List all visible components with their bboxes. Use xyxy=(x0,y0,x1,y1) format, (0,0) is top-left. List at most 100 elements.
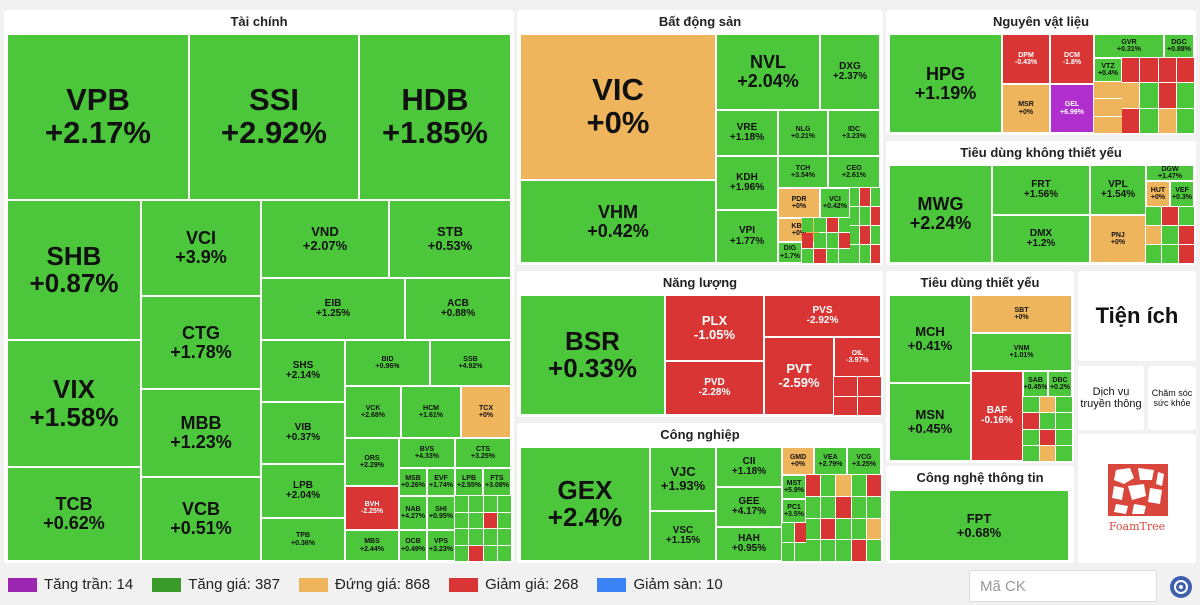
stock-tile[interactable]: VEF +0.3% xyxy=(1170,181,1194,207)
stock-tile[interactable]: CII +1.18% xyxy=(716,447,782,487)
stock-tile[interactable]: BID +0.96% xyxy=(345,340,430,386)
stock-tile[interactable]: DCM -1.8% xyxy=(1050,34,1094,84)
stock-tile[interactable]: MST +5.9% xyxy=(782,475,806,499)
utilities-panel[interactable]: Tiện ích xyxy=(1078,271,1196,361)
stock-tile[interactable]: EIB +1.25% xyxy=(261,278,405,340)
stock-search-input[interactable] xyxy=(969,570,1157,602)
stock-tile[interactable]: LPB +2.55% xyxy=(455,468,483,496)
stock-tile[interactable]: VPB +2.17% xyxy=(7,34,189,200)
stock-tile[interactable]: TCB +0.62% xyxy=(7,467,141,561)
stock-tile[interactable]: VCK +2.68% xyxy=(345,386,401,438)
stock-tile[interactable]: VNM +1.01% xyxy=(971,333,1072,371)
stock-tile[interactable]: TCH +3.54% xyxy=(778,156,828,188)
stock-tile[interactable]: VRE +1.18% xyxy=(716,110,778,156)
stock-tile[interactable]: PDR +0% xyxy=(778,188,820,218)
stock-tile[interactable]: HUT +0% xyxy=(1146,181,1170,207)
stock-tile[interactable]: SAB +0.45% xyxy=(1023,371,1048,397)
stock-tile[interactable]: PC1 +3.5% xyxy=(782,499,806,523)
stock-tile[interactable]: DXG +2.37% xyxy=(820,34,880,110)
stock-tile[interactable]: GEE +4.17% xyxy=(716,487,782,527)
stock-tile[interactable]: PVS -2.92% xyxy=(764,295,881,337)
legend-flat[interactable]: Đứng giá: 868 xyxy=(298,576,430,593)
stock-tile[interactable]: DIG +1.7% xyxy=(778,242,802,263)
stock-tile[interactable]: NLG +0.21% xyxy=(778,110,828,156)
stock-tile[interactable]: VSC +1.15% xyxy=(650,511,716,561)
stock-tile[interactable]: GMD +0% xyxy=(782,447,814,475)
legend-ceiling[interactable]: Tăng trần: 14 xyxy=(8,576,133,593)
stock-tile[interactable]: LPB +2.04% xyxy=(261,464,345,518)
stock-tile[interactable]: DGW +1.47% xyxy=(1146,165,1194,181)
stock-tile[interactable]: MBB +1.23% xyxy=(141,389,261,477)
stock-tile[interactable]: VPL +1.54% xyxy=(1090,165,1146,215)
stock-tile[interactable]: MSB +0.26% xyxy=(399,468,427,496)
stock-tile[interactable]: HAH +0.95% xyxy=(716,527,782,561)
media-services-panel[interactable]: Dịch vụ truyền thông xyxy=(1078,366,1144,430)
stock-tile[interactable]: SHI +0.95% xyxy=(427,496,455,530)
stock-tile[interactable]: GEX +2.4% xyxy=(520,447,650,561)
stock-tile[interactable]: SHS +2.14% xyxy=(261,340,345,402)
stock-tile[interactable]: VCB +0.51% xyxy=(141,477,261,561)
stock-tile[interactable]: EVF +1.74% xyxy=(427,468,455,496)
stock-tile[interactable]: PVT -2.59% xyxy=(764,337,834,415)
stock-tile[interactable]: FPT +0.68% xyxy=(889,490,1069,561)
stock-tile[interactable]: VIB +0.37% xyxy=(261,402,345,464)
stock-tile[interactable]: GEL +6.99% xyxy=(1050,84,1094,133)
stock-tile[interactable]: OCB +0.49% xyxy=(399,530,427,561)
stock-tile[interactable]: SSI +2.92% xyxy=(189,34,359,200)
stock-tile[interactable]: VIC +0% xyxy=(520,34,716,180)
stock-tile[interactable]: FRT +1.56% xyxy=(992,165,1090,215)
stock-tile[interactable]: MCH +0.41% xyxy=(889,295,971,383)
stock-tile[interactable]: PVD -2.28% xyxy=(665,361,764,415)
stock-tile[interactable]: DPM -0.43% xyxy=(1002,34,1050,84)
stock-tile[interactable]: SSB +4.92% xyxy=(430,340,511,386)
stock-tile[interactable]: MSN +0.45% xyxy=(889,383,971,461)
stock-tile[interactable]: TPB +0.36% xyxy=(261,518,345,561)
stock-tile[interactable]: HPG +1.19% xyxy=(889,34,1002,133)
stock-tile[interactable]: SHB +0.87% xyxy=(7,200,141,340)
stock-tile[interactable]: GVR +0.31% xyxy=(1094,34,1164,58)
stock-tile[interactable]: VTZ +0.4% xyxy=(1094,58,1122,82)
stock-tile[interactable]: VPI +1.77% xyxy=(716,210,778,263)
stock-tile[interactable]: VCI +3.9% xyxy=(141,200,261,296)
stock-tile[interactable]: BVH -2.25% xyxy=(345,486,399,530)
stock-tile[interactable]: HCM +1.61% xyxy=(401,386,461,438)
stock-tile[interactable]: BAF -0.16% xyxy=(971,371,1023,461)
stock-tile[interactable]: PNJ +0% xyxy=(1090,215,1146,263)
stock-tile[interactable]: VCI +0.42% xyxy=(820,188,850,218)
stock-tile[interactable]: MSR +0% xyxy=(1002,84,1050,133)
stock-tile[interactable]: DGC +0.88% xyxy=(1164,34,1194,58)
stock-tile[interactable]: SBT +0% xyxy=(971,295,1072,333)
stock-tile[interactable]: NAB +4.27% xyxy=(399,496,427,530)
stock-tile[interactable]: VPS +3.23% xyxy=(427,530,455,561)
stock-tile[interactable]: MWG +2.24% xyxy=(889,165,992,263)
legend-up[interactable]: Tăng giá: 387 xyxy=(152,576,280,593)
stock-tile[interactable]: ACB +0.88% xyxy=(405,278,511,340)
stock-tile[interactable]: BVS +4.33% xyxy=(399,438,455,468)
stock-tile[interactable]: VHM +0.42% xyxy=(520,180,716,263)
stock-tile[interactable]: VEA +2.79% xyxy=(814,447,847,475)
stock-tile[interactable]: TCX +0% xyxy=(461,386,511,438)
stock-tile[interactable]: BSR +0.33% xyxy=(520,295,665,415)
stock-tile[interactable]: VCG +3.25% xyxy=(847,447,881,475)
stock-tile[interactable]: CTG +1.78% xyxy=(141,296,261,389)
stock-tile[interactable]: KDH +1.96% xyxy=(716,156,778,210)
stock-tile[interactable]: NVL +2.04% xyxy=(716,34,820,110)
stock-tile[interactable]: OIL -3.97% xyxy=(834,337,881,377)
stock-tile[interactable]: CEO +2.61% xyxy=(828,156,880,188)
stock-tile[interactable]: HDB +1.85% xyxy=(359,34,511,200)
stock-tile[interactable]: STB +0.53% xyxy=(389,200,511,278)
stock-tile[interactable]: DMX +1.2% xyxy=(992,215,1090,263)
stock-tile[interactable]: PLX -1.05% xyxy=(665,295,764,361)
stock-tile[interactable]: FTS +3.08% xyxy=(483,468,511,496)
stock-tile[interactable]: VIX +1.58% xyxy=(7,340,141,467)
stock-tile[interactable]: IDC +3.23% xyxy=(828,110,880,156)
stock-tile[interactable]: DBC +0.2% xyxy=(1048,371,1072,397)
stock-tile[interactable]: VJC +1.93% xyxy=(650,447,716,511)
legend-down[interactable]: Giảm giá: 268 xyxy=(449,576,578,593)
stock-tile[interactable]: VND +2.07% xyxy=(261,200,389,278)
legend-floor[interactable]: Giảm sàn: 10 xyxy=(597,576,723,593)
stock-tile[interactable]: MBS +2.44% xyxy=(345,530,399,561)
stock-tile[interactable]: CTS +3.25% xyxy=(455,438,511,468)
healthcare-panel[interactable]: Chăm sóc sức khỏe xyxy=(1148,366,1196,430)
stock-tile[interactable]: ORS +2.29% xyxy=(345,438,399,486)
